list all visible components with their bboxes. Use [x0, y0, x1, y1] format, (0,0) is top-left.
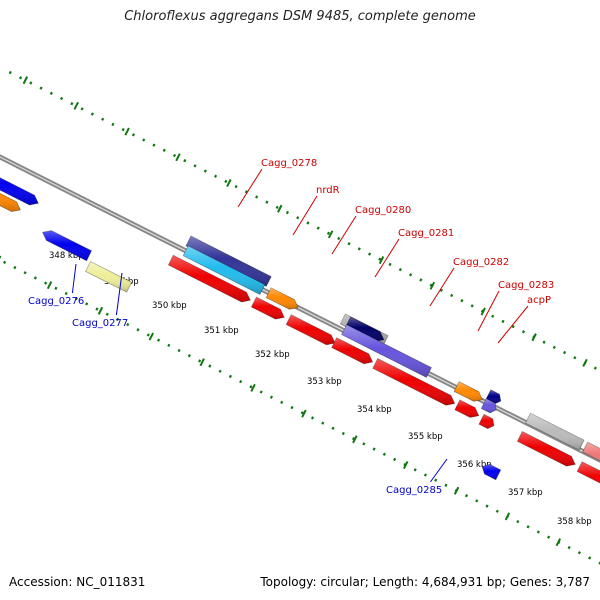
gene-label[interactable]: Cagg_0281	[374, 228, 454, 278]
genome-backbone	[0, 154, 600, 463]
feature-reverse-gene-far-left[interactable]	[0, 165, 39, 206]
tick-label: 352 kbp	[255, 350, 290, 360]
feature-cagg-0278[interactable]	[185, 235, 272, 287]
tick-label: 355 kbp	[408, 432, 443, 442]
tick-label: 350 kbp	[152, 301, 187, 311]
feature-forward-cds-5[interactable]	[372, 357, 456, 406]
feature-pink-feature-right[interactable]	[582, 441, 600, 470]
gene-label[interactable]: nrdR	[292, 185, 340, 236]
feature-forward-cds-7[interactable]	[478, 413, 495, 430]
svg-text:Cagg_0282: Cagg_0282	[453, 257, 509, 268]
tick-label: 357 kbp	[508, 488, 543, 498]
map-title: Chloroflexus aggregans DSM 9485, complet…	[124, 9, 476, 24]
svg-text:Cagg_0283: Cagg_0283	[498, 280, 554, 291]
tick-label: 351 kbp	[204, 326, 239, 336]
svg-text:Cagg_0278: Cagg_0278	[261, 158, 317, 169]
svg-text:nrdR: nrdR	[316, 185, 340, 196]
feature-reverse-orange-far-left[interactable]	[0, 177, 21, 213]
tick-label: 358 kbp	[557, 517, 592, 527]
feature-grey-feature-right[interactable]	[524, 412, 585, 451]
gene-label[interactable]: Cagg_0280	[331, 205, 411, 255]
svg-text:Cagg_0277: Cagg_0277	[72, 318, 128, 329]
gene-label[interactable]: Cagg_0285	[386, 458, 448, 496]
gene-label[interactable]: Cagg_0282	[429, 257, 509, 307]
tick-label: 353 kbp	[307, 377, 342, 387]
gene-label[interactable]: Cagg_0278	[237, 158, 317, 208]
feature-acpp[interactable]	[480, 398, 497, 414]
feature-forward-cds-3[interactable]	[285, 314, 336, 346]
feature-cagg-0285[interactable]	[481, 463, 502, 481]
feature-cagg-0281[interactable]	[341, 324, 432, 378]
gene-label[interactable]: Cagg_0277	[72, 272, 128, 329]
svg-text:Cagg_0281: Cagg_0281	[398, 228, 454, 239]
gene-label[interactable]: Cagg_0276	[28, 263, 84, 307]
topology-summary: Topology: circular; Length: 4,684,931 bp…	[260, 575, 590, 589]
tick-label: 348 kbp	[49, 251, 84, 261]
gene-label[interactable]: acpP	[497, 295, 551, 344]
feature-cagg-0276[interactable]	[42, 230, 93, 262]
feature-forward-cds-8[interactable]	[516, 430, 576, 467]
feature-forward-cds-4[interactable]	[331, 337, 374, 365]
tick-guide-inner	[0, 255, 600, 565]
tick-label: 354 kbp	[357, 405, 392, 415]
accession-text: Accession: NC_011831	[9, 575, 146, 589]
feature-nrdr[interactable]	[265, 287, 299, 310]
svg-text:Cagg_0276: Cagg_0276	[28, 296, 84, 307]
feature-forward-cds-1[interactable]	[167, 254, 251, 303]
svg-text:Cagg_0285: Cagg_0285	[386, 485, 442, 496]
genome-backbone-highlight	[0, 156, 600, 461]
feature-forward-cds-9[interactable]	[576, 461, 600, 496]
tick-guide-outer	[8, 70, 597, 370]
feature-forward-cds-2[interactable]	[250, 296, 285, 320]
feature-cagg-0278-cds[interactable]	[182, 245, 266, 296]
svg-text:Cagg_0280: Cagg_0280	[355, 205, 411, 216]
feature-forward-cds-6[interactable]	[454, 399, 480, 418]
feature-cagg-0282[interactable]	[453, 381, 483, 402]
tick-label: 356 kbp	[457, 460, 492, 470]
svg-text:acpP: acpP	[527, 295, 551, 306]
gene-label[interactable]: Cagg_0283	[477, 280, 554, 332]
